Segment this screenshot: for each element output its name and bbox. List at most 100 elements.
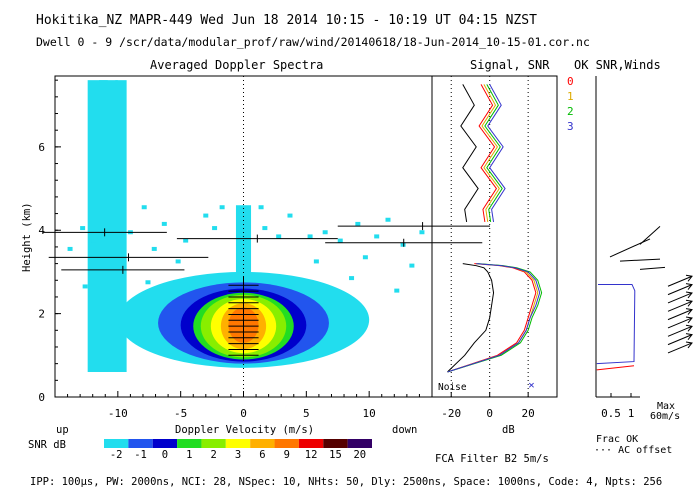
speckle-0 — [80, 226, 86, 231]
speckle-15 — [322, 230, 328, 235]
clutter-stripe-2 — [115, 80, 127, 372]
speckle-31 — [394, 288, 400, 293]
snr-plot-area: -20 0 20 × — [441, 76, 543, 420]
winds-tick-label: 1 — [628, 407, 635, 420]
speckle-5 — [141, 205, 147, 210]
colorbar-level-label: 9 — [284, 449, 290, 461]
wind-upper-arrow-0 — [639, 266, 666, 270]
y-tick-label: 6 — [38, 141, 45, 154]
speckle-20 — [385, 217, 391, 222]
snr-upper-trace-2 — [481, 84, 500, 222]
speckle-19 — [374, 234, 380, 239]
speckle-30 — [175, 259, 181, 264]
noise-label: Noise — [438, 382, 467, 393]
winds-tick-label: 0.5 — [601, 407, 621, 420]
snr-legend: 0 1 2 3 — [567, 75, 574, 133]
frac-ok-label: Frac OK — [596, 434, 638, 445]
colorbar-level-label: 3 — [235, 449, 241, 461]
speckle-1 — [91, 238, 97, 243]
max-value: 60m/s — [650, 411, 680, 422]
legend-entry-2: 2 — [567, 105, 574, 118]
colorbar-swatch-6 — [250, 439, 275, 448]
colorbar-level-label: -1 — [134, 449, 147, 461]
wind-arrow-7 — [667, 334, 693, 346]
filter-label: FCA Filter B2 5m/s — [435, 453, 549, 465]
speckle-14 — [307, 234, 313, 239]
snr-upper-trace-3 — [484, 84, 503, 222]
colorbar-swatch-10 — [347, 439, 372, 448]
snr-upper-trace-0 — [460, 84, 479, 222]
spectra-plot-area — [42, 76, 490, 397]
speckle-6 — [151, 246, 157, 251]
wind-arrow-8 — [667, 342, 693, 354]
colorbar-swatch-8 — [298, 439, 324, 448]
wind-arrow-0 — [667, 275, 693, 287]
wind-arrowhead-7 — [685, 333, 693, 340]
snr-series-1 — [447, 263, 539, 373]
winds-panel: 0.5 1 — [595, 76, 693, 420]
wind-arrow-1 — [667, 284, 693, 296]
y-tick-label: 4 — [38, 224, 45, 237]
snr-frame — [431, 75, 558, 398]
x-tick-label: -5 — [174, 407, 187, 420]
wind-arrow-2 — [667, 292, 693, 304]
speckle-12 — [276, 234, 282, 239]
colorbar-swatch-5 — [225, 439, 251, 448]
x-tick-label: 5 — [303, 407, 310, 420]
snr-series-2 — [447, 263, 543, 373]
colorbar-swatch-0 — [104, 439, 129, 448]
spectra-axes: -10 -5 0 5 10 0 2 4 6 — [38, 79, 420, 420]
header-title: Hokitika_NZ MAPR-449 Wed Jun 18 2014 10:… — [36, 13, 537, 28]
colorbar-level-label: 0 — [162, 449, 168, 461]
spectra-title: Averaged Doppler Spectra — [150, 58, 323, 72]
snr-title: Signal, SNR — [470, 58, 550, 72]
snr-upper-trace-4 — [487, 84, 506, 222]
wind-arrow-3 — [667, 300, 693, 312]
colorbar-level-label: 20 — [353, 449, 366, 461]
colorbar-swatch-2 — [152, 439, 178, 448]
y-tick-label: 2 — [38, 308, 45, 321]
frac-ok-blue — [596, 283, 636, 365]
colorbar-level-label: 2 — [210, 449, 216, 461]
y-tick-label: 0 — [38, 391, 45, 404]
x-tick-label: -10 — [108, 407, 128, 420]
wind-arrow-5 — [667, 317, 693, 329]
snr-tick-label: -20 — [441, 407, 461, 420]
max-label: Max — [657, 401, 675, 412]
colorbar-swatch-1 — [128, 439, 153, 448]
wind-upper-arrow-1 — [619, 258, 661, 262]
snr-colorbar: -2 -1 0 1 2 3 6 9 12 15 20 — [104, 439, 372, 461]
speckle-16 — [337, 238, 343, 243]
ac-offset-text: AC offset — [618, 445, 672, 456]
params-footer: IPP: 100μs, PW: 2000ns, NCI: 28, NSpec: … — [30, 476, 662, 488]
doppler-spectra-panel: -10 -5 0 5 10 0 2 4 6 — [38, 75, 490, 420]
colorbar-swatch-3 — [177, 439, 202, 448]
speckle-17 — [355, 221, 361, 226]
snr-db-label: SNR dB — [28, 439, 66, 451]
signal-snr-panel: -20 0 20 × — [431, 75, 558, 420]
header-dwell: Dwell 0 - 9 /scr/data/modular_prof/raw/w… — [36, 35, 590, 49]
colorbar-level-label: -2 — [110, 449, 123, 461]
echo-plume — [235, 205, 252, 281]
frac-ok-red — [596, 365, 635, 371]
snr-tick-label: 0 — [486, 407, 493, 420]
speckle-22 — [409, 263, 415, 268]
speckle-18 — [362, 255, 368, 260]
winds-title: OK SNR,Winds — [574, 58, 661, 72]
colorbar-level-label: 12 — [305, 449, 318, 461]
snr-series-3 — [447, 263, 541, 373]
legend-entry-0: 0 — [567, 75, 574, 88]
wind-arrowhead-1 — [685, 283, 693, 290]
db-axis-label: dB — [502, 424, 515, 436]
speckle-2 — [105, 217, 111, 222]
colorbar-level-label: 6 — [259, 449, 265, 461]
ac-offset-label: ··· AC offset — [594, 445, 672, 456]
wind-arrowhead-0 — [685, 274, 693, 282]
colorbar-level-label: 1 — [186, 449, 192, 461]
speckle-23 — [145, 280, 151, 285]
noise-marker: × — [528, 379, 535, 392]
wind-arrowhead-5 — [685, 316, 693, 324]
speckle-27 — [219, 205, 225, 210]
legend-entry-1: 1 — [567, 90, 574, 103]
